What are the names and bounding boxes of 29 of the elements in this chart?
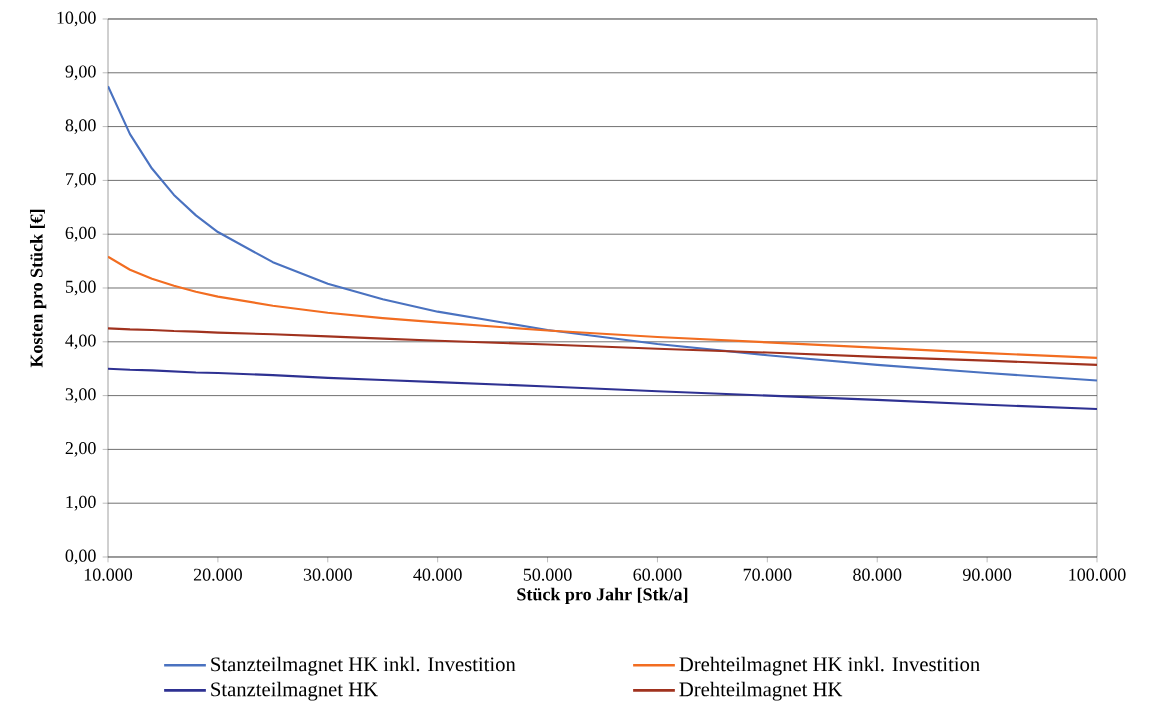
x-tick-label: 10.000 [84, 568, 133, 581]
legend-label: Drehteilmagnet HK [679, 681, 843, 701]
y-tick-label: 3,00 [65, 388, 96, 403]
x-tick-label: 50.000 [523, 568, 572, 581]
x-tick-label: 20.000 [193, 568, 242, 581]
x-tick-label: 90.000 [962, 568, 1012, 581]
y-tick-label: 7,00 [66, 173, 96, 188]
y-tick-label: 8,00 [65, 119, 96, 134]
y-tick-label: 1,00 [66, 495, 96, 511]
y-tick-label: 10,00 [57, 11, 96, 27]
y-tick-label: 9,00 [65, 65, 96, 81]
x-tick-label: 100.000 [1069, 568, 1126, 581]
x-tick-label: 40.000 [413, 568, 462, 581]
y-tick-label: 2,00 [65, 442, 96, 457]
line-series [108, 327, 1098, 366]
x-tick-label: 70.000 [743, 568, 792, 581]
legend-label: Drehteilmagnet HK inkl. Investition [679, 656, 980, 676]
y-axis-title: Kosten pro Stück [€] [29, 209, 47, 368]
x-tick-label: 30.000 [303, 568, 352, 581]
x-tick-label: 80.000 [853, 568, 902, 581]
y-tick-label: 6,00 [65, 226, 96, 242]
x-axis-title: Stück pro Jahr [Stk/a] [517, 587, 688, 605]
legend-label: Stanzteilmagnet HK [211, 681, 378, 701]
y-tick-label: 0,00 [65, 549, 96, 565]
legend-label: Stanzteilmagnet HK inkl. Investition [211, 656, 516, 676]
y-tick-label: 4,00 [65, 334, 96, 350]
line-series [108, 85, 1098, 382]
x-tick-label: 60.000 [633, 568, 682, 581]
y-tick-label: 5,00 [65, 280, 96, 296]
